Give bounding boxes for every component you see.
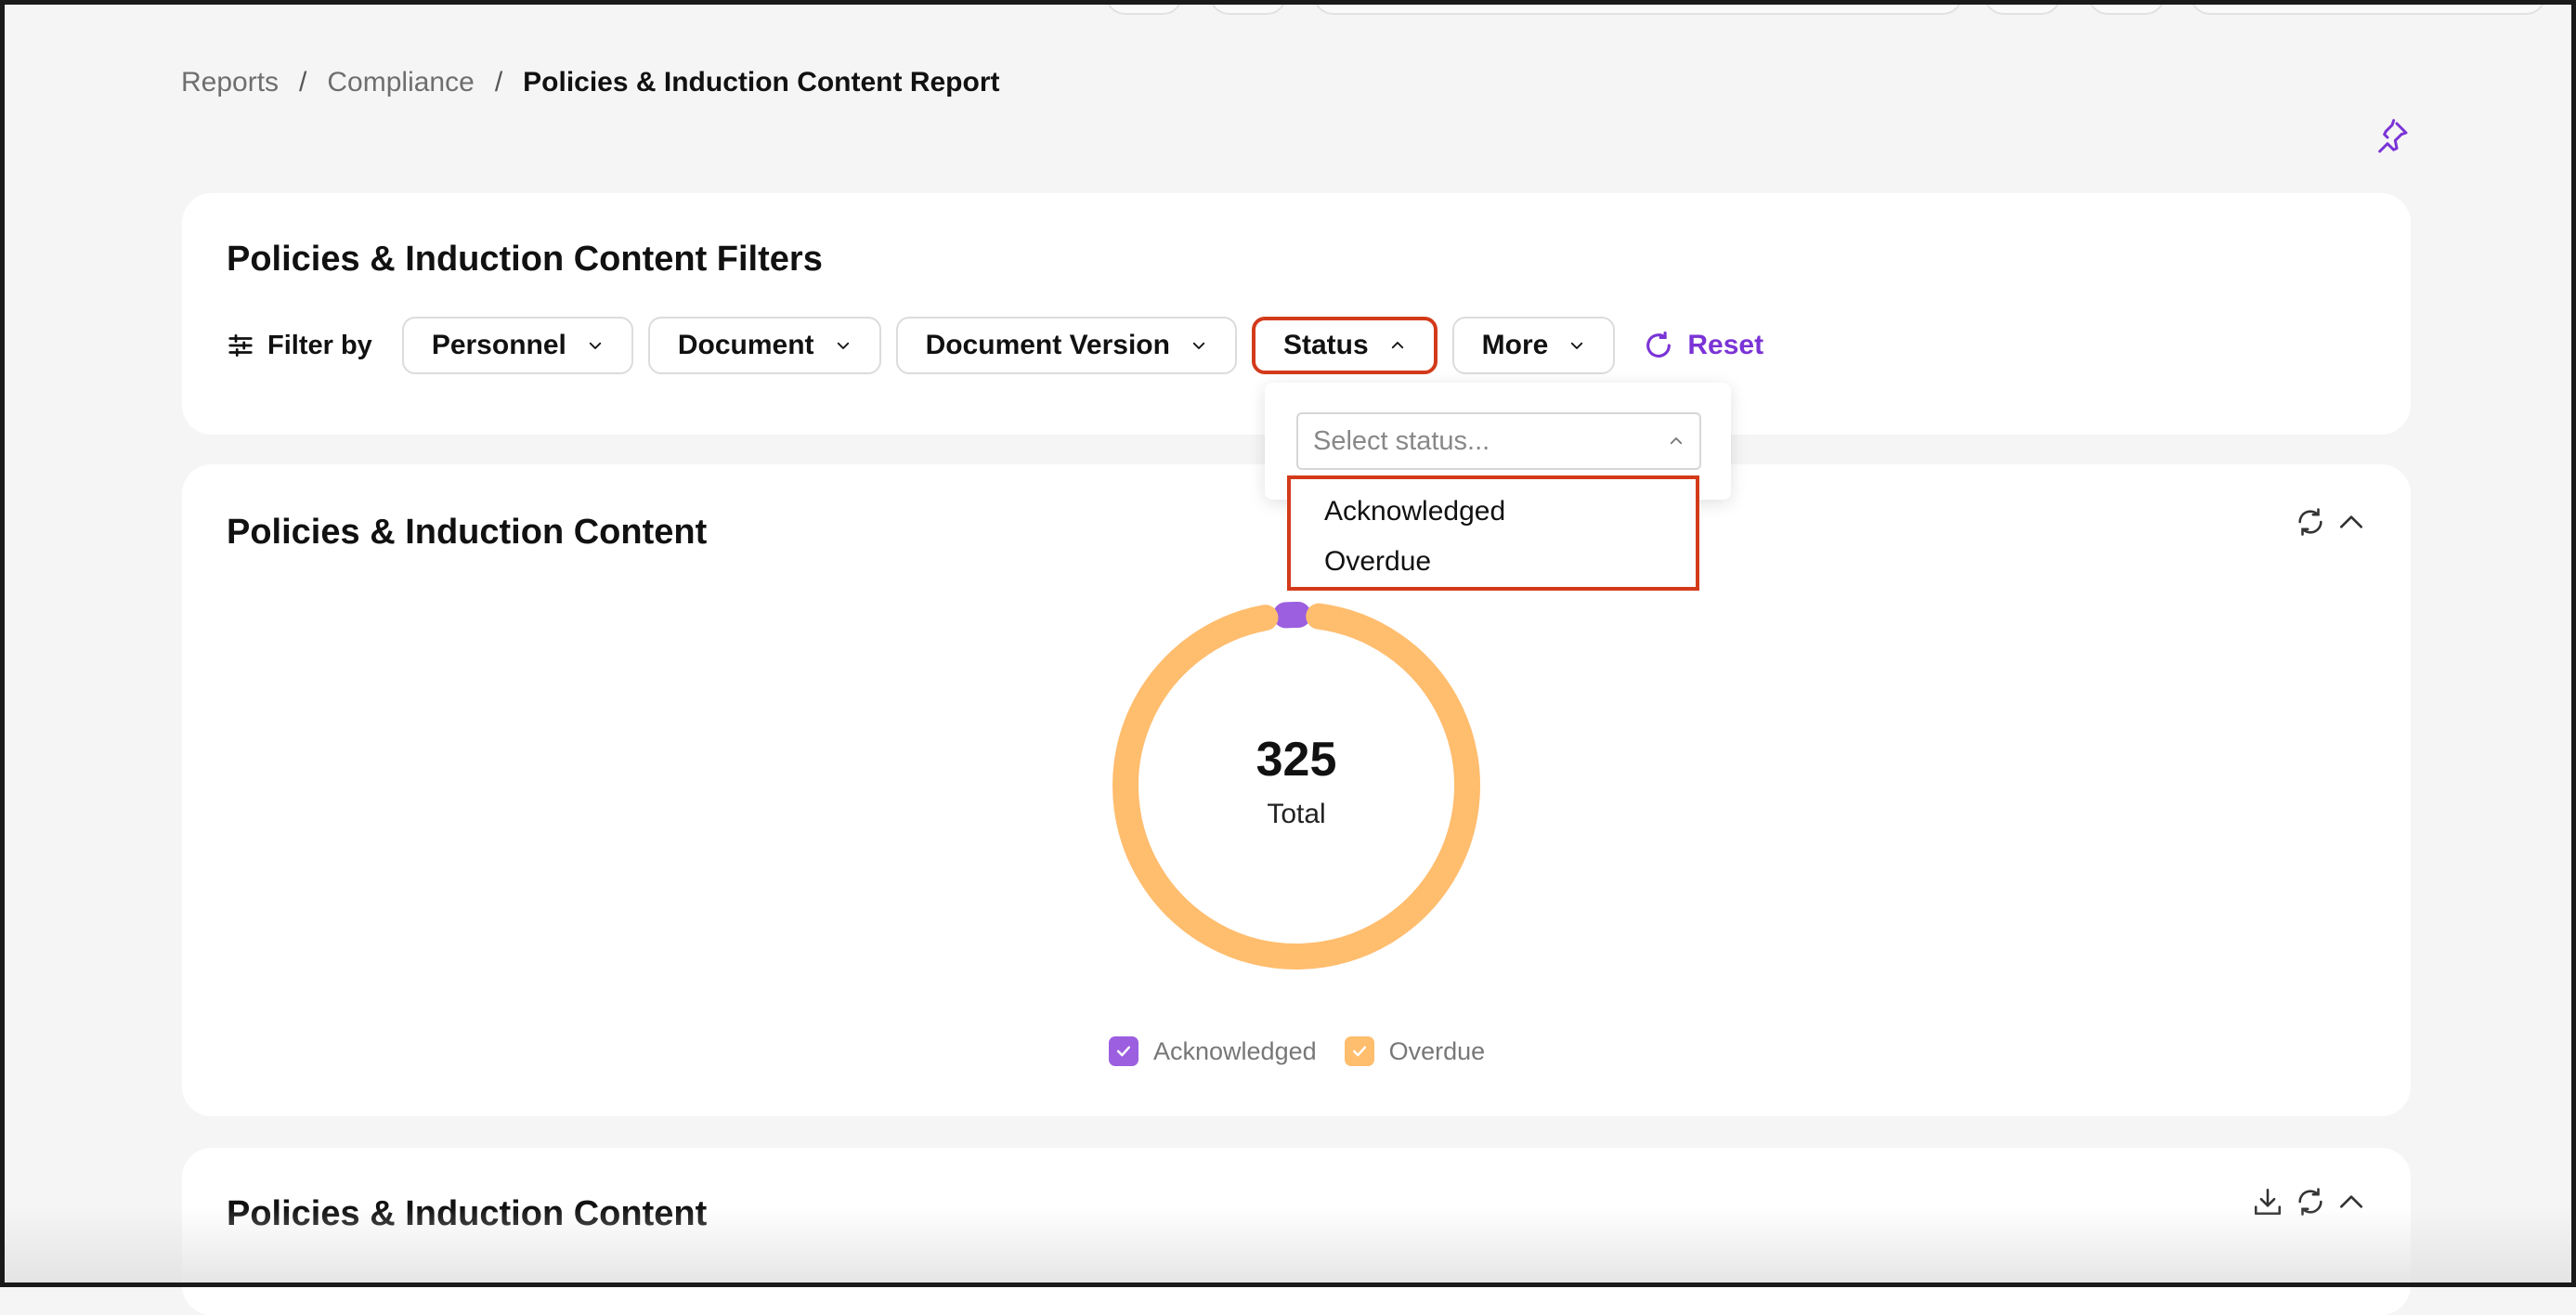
legend-item-overdue[interactable]: Overdue [1345, 1036, 1486, 1066]
status-options-list: Acknowledged Overdue [1287, 475, 1699, 591]
personnel-filter-label: Personnel [432, 330, 566, 361]
chart-legend: Acknowledged Overdue [1109, 1036, 1485, 1066]
top-toolbar-pill[interactable] [1209, 0, 1287, 15]
status-filter-chip[interactable]: Status [1252, 317, 1438, 374]
top-toolbar-pill[interactable] [2190, 0, 2546, 15]
legend-label: Overdue [1389, 1037, 1486, 1066]
legend-item-acknowledged[interactable]: Acknowledged [1109, 1036, 1317, 1066]
reset-label: Reset [1687, 330, 1763, 361]
chevron-up-icon [2336, 1187, 2366, 1217]
breadcrumb-separator: / [299, 67, 306, 98]
refresh-button[interactable] [2292, 503, 2329, 540]
chevron-down-icon [587, 337, 604, 354]
top-toolbar-pill[interactable] [1105, 0, 1183, 15]
breadcrumb-current: Policies & Induction Content Report [523, 67, 999, 98]
chevron-up-icon [1389, 337, 1406, 354]
document-filter-label: Document [678, 330, 814, 361]
top-toolbar-pill[interactable] [1984, 0, 2062, 15]
breadcrumb-separator: / [495, 67, 502, 98]
more-filter-chip[interactable]: More [1452, 317, 1616, 374]
check-icon [1114, 1042, 1133, 1061]
chevron-down-icon [1190, 337, 1207, 354]
check-icon [1350, 1042, 1369, 1061]
top-toolbar-search[interactable] [1313, 0, 1963, 15]
legend-label: Acknowledged [1153, 1037, 1317, 1066]
status-select-placeholder: Select status... [1313, 426, 1490, 457]
document-filter-chip[interactable]: Document [648, 317, 881, 374]
table-card: Policies & Induction Content [182, 1148, 2411, 1315]
pin-button[interactable] [2372, 117, 2413, 158]
download-icon [2252, 1186, 2283, 1217]
status-filter-label: Status [1283, 330, 1369, 361]
donut-total-label: Total [1203, 799, 1389, 830]
chevron-up-icon [2336, 507, 2366, 537]
table-card-title: Policies & Induction Content [227, 1194, 707, 1234]
chart-card-title: Policies & Induction Content [227, 513, 707, 553]
document-version-filter-label: Document Version [926, 330, 1170, 361]
reset-icon [1643, 330, 1674, 361]
refresh-icon [2295, 1186, 2326, 1217]
legend-checkbox[interactable] [1109, 1036, 1138, 1066]
collapse-button[interactable] [2333, 1183, 2370, 1220]
filter-row: Filter by Personnel Document Document Ve… [227, 316, 1763, 375]
donut-total-value: 325 [1203, 732, 1389, 788]
breadcrumb-compliance[interactable]: Compliance [327, 67, 474, 98]
breadcrumb: Reports / Compliance / Policies & Induct… [181, 67, 1000, 98]
status-option-acknowledged[interactable]: Acknowledged [1291, 485, 1696, 539]
top-toolbar-pill[interactable] [2088, 0, 2166, 15]
collapse-button[interactable] [2333, 503, 2370, 540]
sliders-icon [227, 332, 254, 359]
reset-button[interactable]: Reset [1643, 330, 1763, 361]
download-button[interactable] [2249, 1183, 2286, 1220]
chevron-down-icon [1568, 337, 1585, 354]
document-version-filter-chip[interactable]: Document Version [896, 317, 1237, 374]
refresh-icon [2295, 506, 2326, 538]
filters-card-title: Policies & Induction Content Filters [227, 240, 823, 280]
status-select-input[interactable]: Select status... [1296, 412, 1701, 470]
filter-by-label: Filter by [227, 331, 372, 361]
personnel-filter-chip[interactable]: Personnel [402, 317, 633, 374]
more-filter-label: More [1482, 330, 1549, 361]
pin-icon [2374, 119, 2411, 156]
chevron-up-icon [1668, 433, 1685, 449]
refresh-button[interactable] [2292, 1183, 2329, 1220]
status-option-overdue[interactable]: Overdue [1291, 535, 1696, 589]
legend-checkbox[interactable] [1345, 1036, 1374, 1066]
chevron-down-icon [835, 337, 852, 354]
breadcrumb-reports[interactable]: Reports [181, 67, 279, 98]
filter-by-text: Filter by [267, 331, 372, 361]
